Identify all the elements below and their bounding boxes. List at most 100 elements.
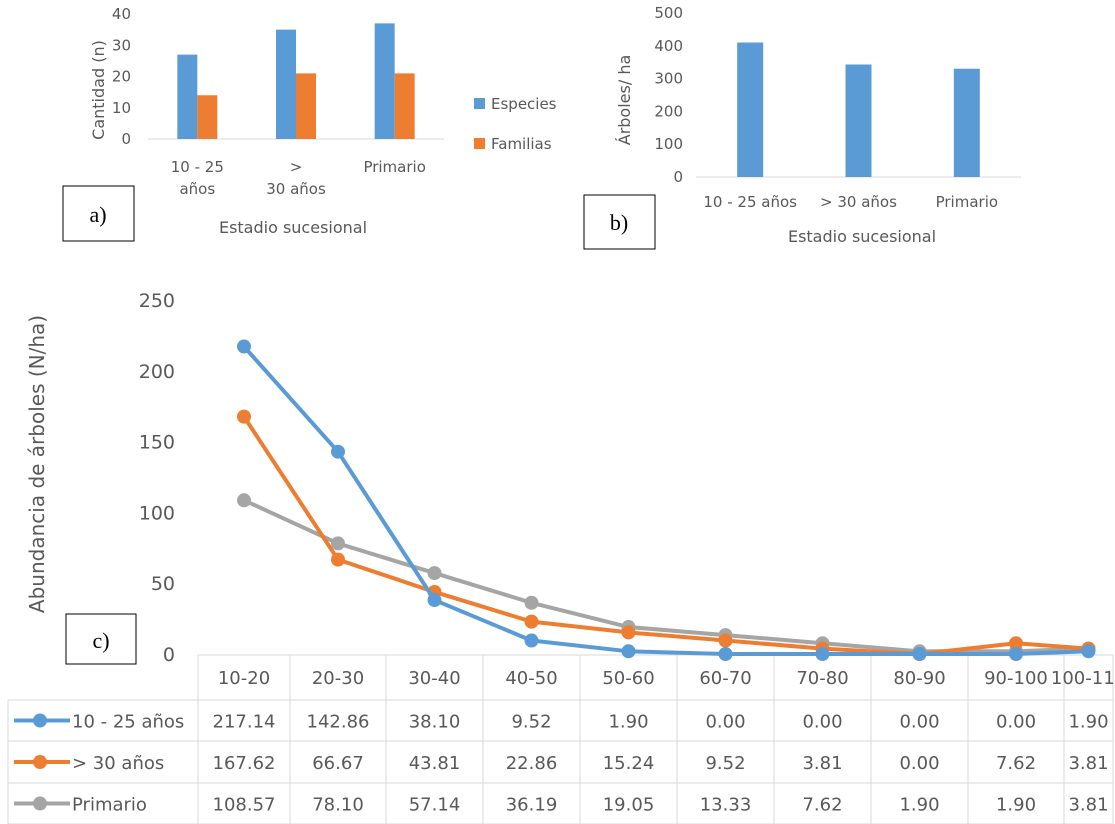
chart-c-data-point — [912, 647, 927, 661]
chart-c-data-point — [331, 552, 345, 567]
chart-c-data-point — [1009, 636, 1023, 651]
chart-a-bar-especies — [374, 23, 395, 139]
chart-c-data-point — [524, 633, 539, 648]
chart-a-ytick-label: 40 — [112, 5, 131, 23]
chart-a-bar-especies — [276, 29, 296, 139]
table-series-name: > 30 años — [72, 753, 164, 774]
chart-c-ytick-label: 50 — [151, 573, 175, 595]
table-value-cell: 78.10 — [312, 795, 364, 816]
chart-c: Abundancia de árboles (N/ha) 0 50 100 150 20… — [25, 290, 175, 666]
chart-c-ylabel: Abundancia de árboles (N/ha) — [25, 315, 49, 613]
table-value-cell: 19.05 — [603, 795, 655, 816]
chart-b-xlabel: Estadio sucesional — [788, 227, 936, 246]
chart-c-data-point — [815, 647, 830, 661]
table-header-cell: 30-40 — [408, 668, 460, 689]
chart-c-plot — [237, 339, 1096, 661]
chart-a-ylabel: Cantidad (n) — [89, 40, 108, 140]
chart-b-ytick-label: 200 — [654, 102, 683, 120]
table-value-cell: 1.90 — [1068, 712, 1108, 733]
chart-c-data-point — [524, 595, 539, 610]
chart-c-ytick-label: 250 — [139, 290, 175, 312]
table-value-cell: 3.81 — [1068, 795, 1108, 816]
chart-b-ylabel: Árboles/ ha — [615, 55, 634, 146]
table-series-name: Primario — [72, 795, 147, 816]
chart-c-data-point — [237, 493, 251, 508]
chart-b-ytick-label: 100 — [654, 135, 683, 153]
chart-a-xtick-label: 10 - 25 — [171, 158, 224, 176]
table-value-cell: 66.67 — [312, 753, 364, 774]
table-value-cell: 0.00 — [802, 712, 842, 733]
chart-b-ytick-label: 300 — [654, 70, 683, 88]
chart-b-xtick-label: 10 - 25 años — [703, 193, 797, 211]
chart-a-bar-familias — [394, 73, 415, 139]
table-value-cell: 13.33 — [700, 795, 752, 816]
chart-b-bar — [845, 64, 872, 177]
table-value-cell: 0.00 — [996, 712, 1036, 733]
chart-c-data-table: 10-20 20-30 30-40 40-50 50-60 60-70 70-80 80-90… — [7, 654, 1115, 824]
table-header-cell: 80-90 — [893, 668, 945, 689]
table-value-cell: 7.62 — [802, 795, 842, 816]
chart-a-legend-label: Especies — [491, 95, 557, 113]
table-value-cell: 217.14 — [213, 712, 276, 733]
chart-c-data-point — [427, 593, 442, 608]
table-value-cell: 9.52 — [705, 753, 745, 774]
chart-a-ytick-label: 0 — [121, 130, 131, 148]
table-value-cell: 9.52 — [511, 712, 551, 733]
table-value-cell: 22.86 — [506, 753, 558, 774]
chart-b: Árboles/ ha Estadio sucesional b) 0 100 20… — [583, 4, 1021, 250]
chart-c-data-point — [331, 444, 345, 459]
chart-c-series-line — [242, 345, 1089, 656]
table-value-cell: 36.19 — [506, 795, 558, 816]
table-header-cell: 90-100 — [984, 668, 1048, 689]
chart-a-panel-label: a) — [89, 202, 106, 227]
chart-b-panel-label-box — [583, 194, 656, 250]
table-value-cell: 57.14 — [409, 795, 461, 816]
chart-b-xtick-label: > 30 años — [820, 193, 897, 211]
chart-c-ytick-label: 0 — [163, 644, 175, 666]
chart-b-xtick-label: Primario — [936, 193, 998, 211]
chart-c-ytick-label: 100 — [139, 502, 175, 524]
table-legend-marker — [33, 713, 47, 728]
table-header-cell: 20-30 — [312, 668, 364, 689]
table-header-cell: 70-80 — [796, 668, 848, 689]
chart-a-ytick-label: 10 — [112, 99, 131, 117]
chart-c-panel-label-group: c) — [65, 613, 137, 665]
chart-c-ytick-label: 150 — [139, 432, 175, 454]
table-value-cell: 1.90 — [899, 795, 939, 816]
chart-a-xtick-label: Primario — [363, 158, 425, 176]
chart-a-ytick-label: 30 — [112, 36, 131, 54]
table-legend-marker — [33, 755, 47, 769]
chart-c-data-point — [427, 566, 442, 581]
chart-c-series-line — [243, 498, 1089, 654]
chart-c-data-point — [1009, 647, 1023, 661]
chart-a-xtick-label: 30 años — [266, 180, 326, 198]
table-value-cell: 3.81 — [802, 753, 842, 774]
table-value-cell: 7.62 — [996, 753, 1036, 774]
table-series-name: 10 - 25 años — [72, 712, 184, 733]
table-value-cell: 43.81 — [409, 753, 461, 774]
table-value-cell: 3.81 — [1068, 753, 1108, 774]
chart-c-data-point — [1081, 644, 1096, 659]
table-header-cell: 40-50 — [505, 668, 557, 689]
chart-c-data-point — [621, 625, 636, 640]
table-value-cell: 38.10 — [409, 712, 461, 733]
table-value-cell: 108.57 — [213, 795, 276, 816]
chart-a-bar-familias — [296, 73, 316, 139]
chart-c-data-point — [331, 536, 345, 551]
chart-c-data-point — [718, 633, 733, 648]
chart-b-ytick-label: 500 — [654, 4, 683, 22]
table-value-cell: 0.00 — [899, 753, 939, 774]
table-header-cell: 50-60 — [602, 668, 654, 689]
chart-a-xlabel: Estadio sucesional — [219, 218, 367, 237]
chart-a-bar-familias — [197, 95, 218, 139]
table-legend-marker — [33, 796, 47, 811]
chart-a-bar-especies — [177, 54, 198, 139]
table-header-cell: 10-20 — [218, 668, 270, 689]
chart-c-data-point — [621, 644, 636, 659]
table-header-cell: 60-70 — [699, 668, 751, 689]
chart-a: Cantidad (n) Estadio sucesional a) 0 10 20… — [62, 5, 557, 242]
chart-c-series-line — [242, 415, 1089, 656]
table-value-cell: 0.00 — [899, 712, 939, 733]
chart-c-data-point — [237, 409, 251, 424]
